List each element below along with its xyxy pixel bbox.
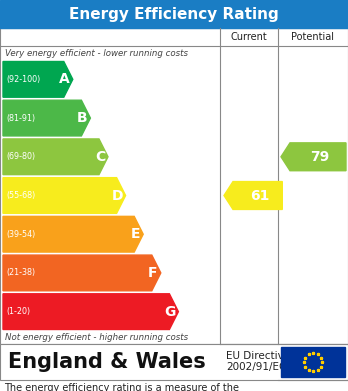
Polygon shape [3, 139, 108, 175]
Text: (1-20): (1-20) [6, 307, 30, 316]
Text: 2002/91/EC: 2002/91/EC [226, 362, 286, 372]
Text: Potential: Potential [292, 32, 334, 42]
Bar [281, 347, 345, 377]
Text: 61: 61 [250, 188, 269, 203]
Text: E: E [130, 227, 140, 241]
Text: B: B [77, 111, 88, 125]
Polygon shape [3, 216, 143, 252]
Text: EU Directive: EU Directive [226, 351, 290, 361]
Text: England & Wales: England & Wales [8, 352, 206, 372]
Text: Current: Current [231, 32, 267, 42]
Polygon shape [3, 294, 179, 330]
Bar [0, 0, 348, 28]
Polygon shape [3, 255, 161, 291]
Text: C: C [95, 150, 105, 164]
Text: D: D [112, 188, 123, 203]
Text: F: F [148, 266, 158, 280]
Polygon shape [3, 178, 126, 213]
Polygon shape [224, 181, 282, 210]
Polygon shape [3, 61, 73, 97]
Text: (55-68): (55-68) [6, 191, 35, 200]
Text: Not energy efficient - higher running costs: Not energy efficient - higher running co… [5, 333, 188, 342]
Text: (39-54): (39-54) [6, 230, 35, 239]
Text: (69-80): (69-80) [6, 152, 35, 161]
Bar [0, 344, 348, 380]
Text: The energy efficiency rating is a measure of the
overall efficiency of a home. T: The energy efficiency rating is a measur… [4, 383, 250, 391]
Text: (21-38): (21-38) [6, 269, 35, 278]
Text: 79: 79 [310, 150, 330, 164]
Bar [0, 28, 348, 344]
Text: (81-91): (81-91) [6, 113, 35, 122]
Text: G: G [165, 305, 176, 319]
Text: (92-100): (92-100) [6, 75, 40, 84]
Polygon shape [3, 100, 90, 136]
Text: Very energy efficient - lower running costs: Very energy efficient - lower running co… [5, 48, 188, 57]
Text: Energy Efficiency Rating: Energy Efficiency Rating [69, 7, 279, 22]
Polygon shape [281, 143, 346, 171]
Text: A: A [60, 72, 70, 86]
